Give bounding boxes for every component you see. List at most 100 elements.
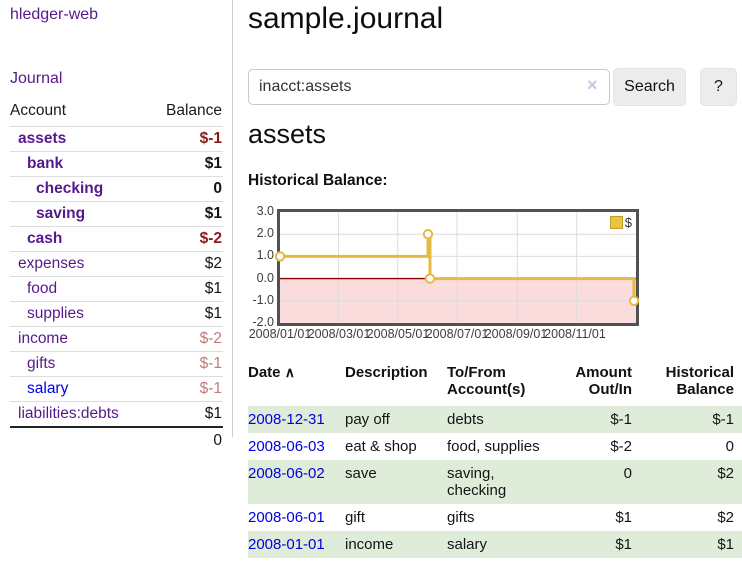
y-tick-label: -1.0 xyxy=(252,293,274,307)
account-row-food[interactable]: food $1 xyxy=(10,276,223,301)
help-button[interactable]: ? xyxy=(700,68,737,106)
x-tick-label: 2008/03/01 xyxy=(307,327,371,341)
account-balance: $1 xyxy=(204,305,222,322)
transaction-date-link[interactable]: 2008-01-01 xyxy=(248,536,325,553)
transaction-description: gift xyxy=(345,509,366,526)
sidebar-item-journal[interactable]: Journal xyxy=(10,70,63,87)
transaction-accounts: food, supplies xyxy=(447,438,540,455)
transaction-accounts: debts xyxy=(447,411,484,428)
accounts-total-value: 0 xyxy=(213,432,222,449)
account-row-expenses[interactable]: expenses $2 xyxy=(10,251,223,276)
register-row[interactable]: 2008-06-02 save saving, checking 0 $2 xyxy=(248,460,742,504)
app-title-link[interactable]: hledger-web xyxy=(10,6,99,23)
account-balance: $-1 xyxy=(199,355,222,372)
transaction-date-link[interactable]: 2008-06-01 xyxy=(248,509,325,526)
account-link[interactable]: checking xyxy=(36,180,104,197)
y-tick-label: 3.0 xyxy=(256,204,274,218)
account-row-gifts[interactable]: gifts $-1 xyxy=(10,351,223,376)
account-link[interactable]: salary xyxy=(27,380,69,397)
accounts-table-header: Account Balance xyxy=(10,100,223,126)
account-balance: $1 xyxy=(204,205,222,222)
register-row[interactable]: 2008-06-03 eat & shop food, supplies $-2… xyxy=(248,433,742,460)
account-row-cash[interactable]: cash $-2 xyxy=(10,226,223,251)
account-link[interactable]: expenses xyxy=(18,255,85,272)
transaction-amount: 0 xyxy=(623,465,632,482)
register-row[interactable]: 2008-01-01 income salary $1 $1 xyxy=(248,531,742,558)
balance-column-header: Balance xyxy=(165,102,222,119)
sort-ascending-icon[interactable]: ∧ xyxy=(284,364,295,380)
account-row-checking[interactable]: checking 0 xyxy=(10,176,223,201)
date-sort-link[interactable]: Date xyxy=(248,364,281,381)
accounts-total-row: 0 xyxy=(10,426,223,450)
transaction-description: pay off xyxy=(345,411,390,428)
account-heading: assets xyxy=(248,119,327,149)
y-tick-label: -2.0 xyxy=(252,315,274,329)
transaction-balance: $1 xyxy=(717,536,734,553)
register-row[interactable]: 2008-06-01 gift gifts $1 $2 xyxy=(248,504,742,531)
transaction-balance: $2 xyxy=(717,509,734,526)
transaction-amount: $-1 xyxy=(610,411,632,428)
accounts-table: Account Balance assets $-1 bank $1 check… xyxy=(10,100,223,450)
account-row-liabilities-debts[interactable]: liabilities:debts $1 xyxy=(10,401,223,426)
account-link[interactable]: bank xyxy=(27,155,64,172)
account-link[interactable]: saving xyxy=(36,205,86,222)
account-link[interactable]: food xyxy=(27,280,58,297)
transaction-amount: $1 xyxy=(615,536,632,553)
transaction-date-link[interactable]: 2008-06-03 xyxy=(248,438,325,455)
transaction-date-link[interactable]: 2008-06-02 xyxy=(248,465,325,482)
transaction-amount: $-2 xyxy=(610,438,632,455)
main-content: sample.journal × Search ? assets Histori… xyxy=(233,0,742,582)
legend-swatch-icon xyxy=(609,216,623,229)
account-balance: $-1 xyxy=(199,380,222,397)
y-tick-label: 1.0 xyxy=(256,248,274,262)
account-row-assets[interactable]: assets $-1 xyxy=(10,126,223,151)
transaction-date-link[interactable]: 2008-12-31 xyxy=(248,411,325,428)
account-link[interactable]: income xyxy=(18,330,68,347)
register-table: Date ∧ Description To/From Account(s) Am… xyxy=(248,360,742,558)
account-link[interactable]: cash xyxy=(27,230,63,247)
transaction-balance: 0 xyxy=(725,438,734,455)
amount-column-header: Amount Out/In xyxy=(575,364,632,398)
transaction-description: income xyxy=(345,536,394,553)
transaction-amount: $1 xyxy=(615,509,632,526)
data-point-marker xyxy=(422,229,434,240)
x-tick-label: 2008/11/01 xyxy=(544,327,606,341)
account-row-bank[interactable]: bank $1 xyxy=(10,151,223,176)
transaction-description: save xyxy=(345,465,377,482)
account-balance: $-1 xyxy=(199,130,222,147)
transaction-accounts: salary xyxy=(447,536,488,553)
data-point-marker xyxy=(274,251,286,262)
account-balance: $2 xyxy=(204,255,222,272)
account-balance: $1 xyxy=(204,155,222,172)
clear-search-icon[interactable]: × xyxy=(587,75,598,95)
chart-heading: Historical Balance: xyxy=(248,172,388,189)
transaction-accounts: saving, checking xyxy=(447,465,507,499)
account-link[interactable]: liabilities:debts xyxy=(18,405,119,422)
account-balance: 0 xyxy=(213,180,222,197)
account-link[interactable]: gifts xyxy=(27,355,56,372)
account-row-income[interactable]: income $-2 xyxy=(10,326,223,351)
account-column-header: Account xyxy=(10,102,67,119)
search-button[interactable]: Search xyxy=(613,68,686,106)
transaction-balance: $2 xyxy=(717,465,734,482)
account-balance: $1 xyxy=(204,280,222,297)
description-column-header: Description xyxy=(345,364,428,381)
balance-column-header: Historical Balance xyxy=(665,364,734,398)
balance-chart-canvas xyxy=(274,212,640,323)
account-row-salary[interactable]: salary $-1 xyxy=(10,376,223,401)
account-row-supplies[interactable]: supplies $1 xyxy=(10,301,223,326)
account-link[interactable]: assets xyxy=(18,130,67,147)
date-column-header[interactable]: Date ∧ xyxy=(248,360,345,406)
account-balance: $1 xyxy=(204,405,222,422)
accounts-column-header: To/From Account(s) xyxy=(447,364,526,398)
balance-chart-plot: $ xyxy=(274,209,640,326)
account-balance: $-2 xyxy=(199,330,222,347)
data-point-marker xyxy=(424,273,436,284)
page-title: sample.journal xyxy=(248,2,444,35)
search-input[interactable] xyxy=(248,69,610,105)
account-row-saving[interactable]: saving $1 xyxy=(10,201,223,226)
x-tick-label: 2008/07/01 xyxy=(425,327,489,341)
register-row[interactable]: 2008-12-31 pay off debts $-1 $-1 xyxy=(248,406,742,433)
account-link[interactable]: supplies xyxy=(27,305,84,322)
x-tick-label: 2008/05/01 xyxy=(366,327,430,341)
